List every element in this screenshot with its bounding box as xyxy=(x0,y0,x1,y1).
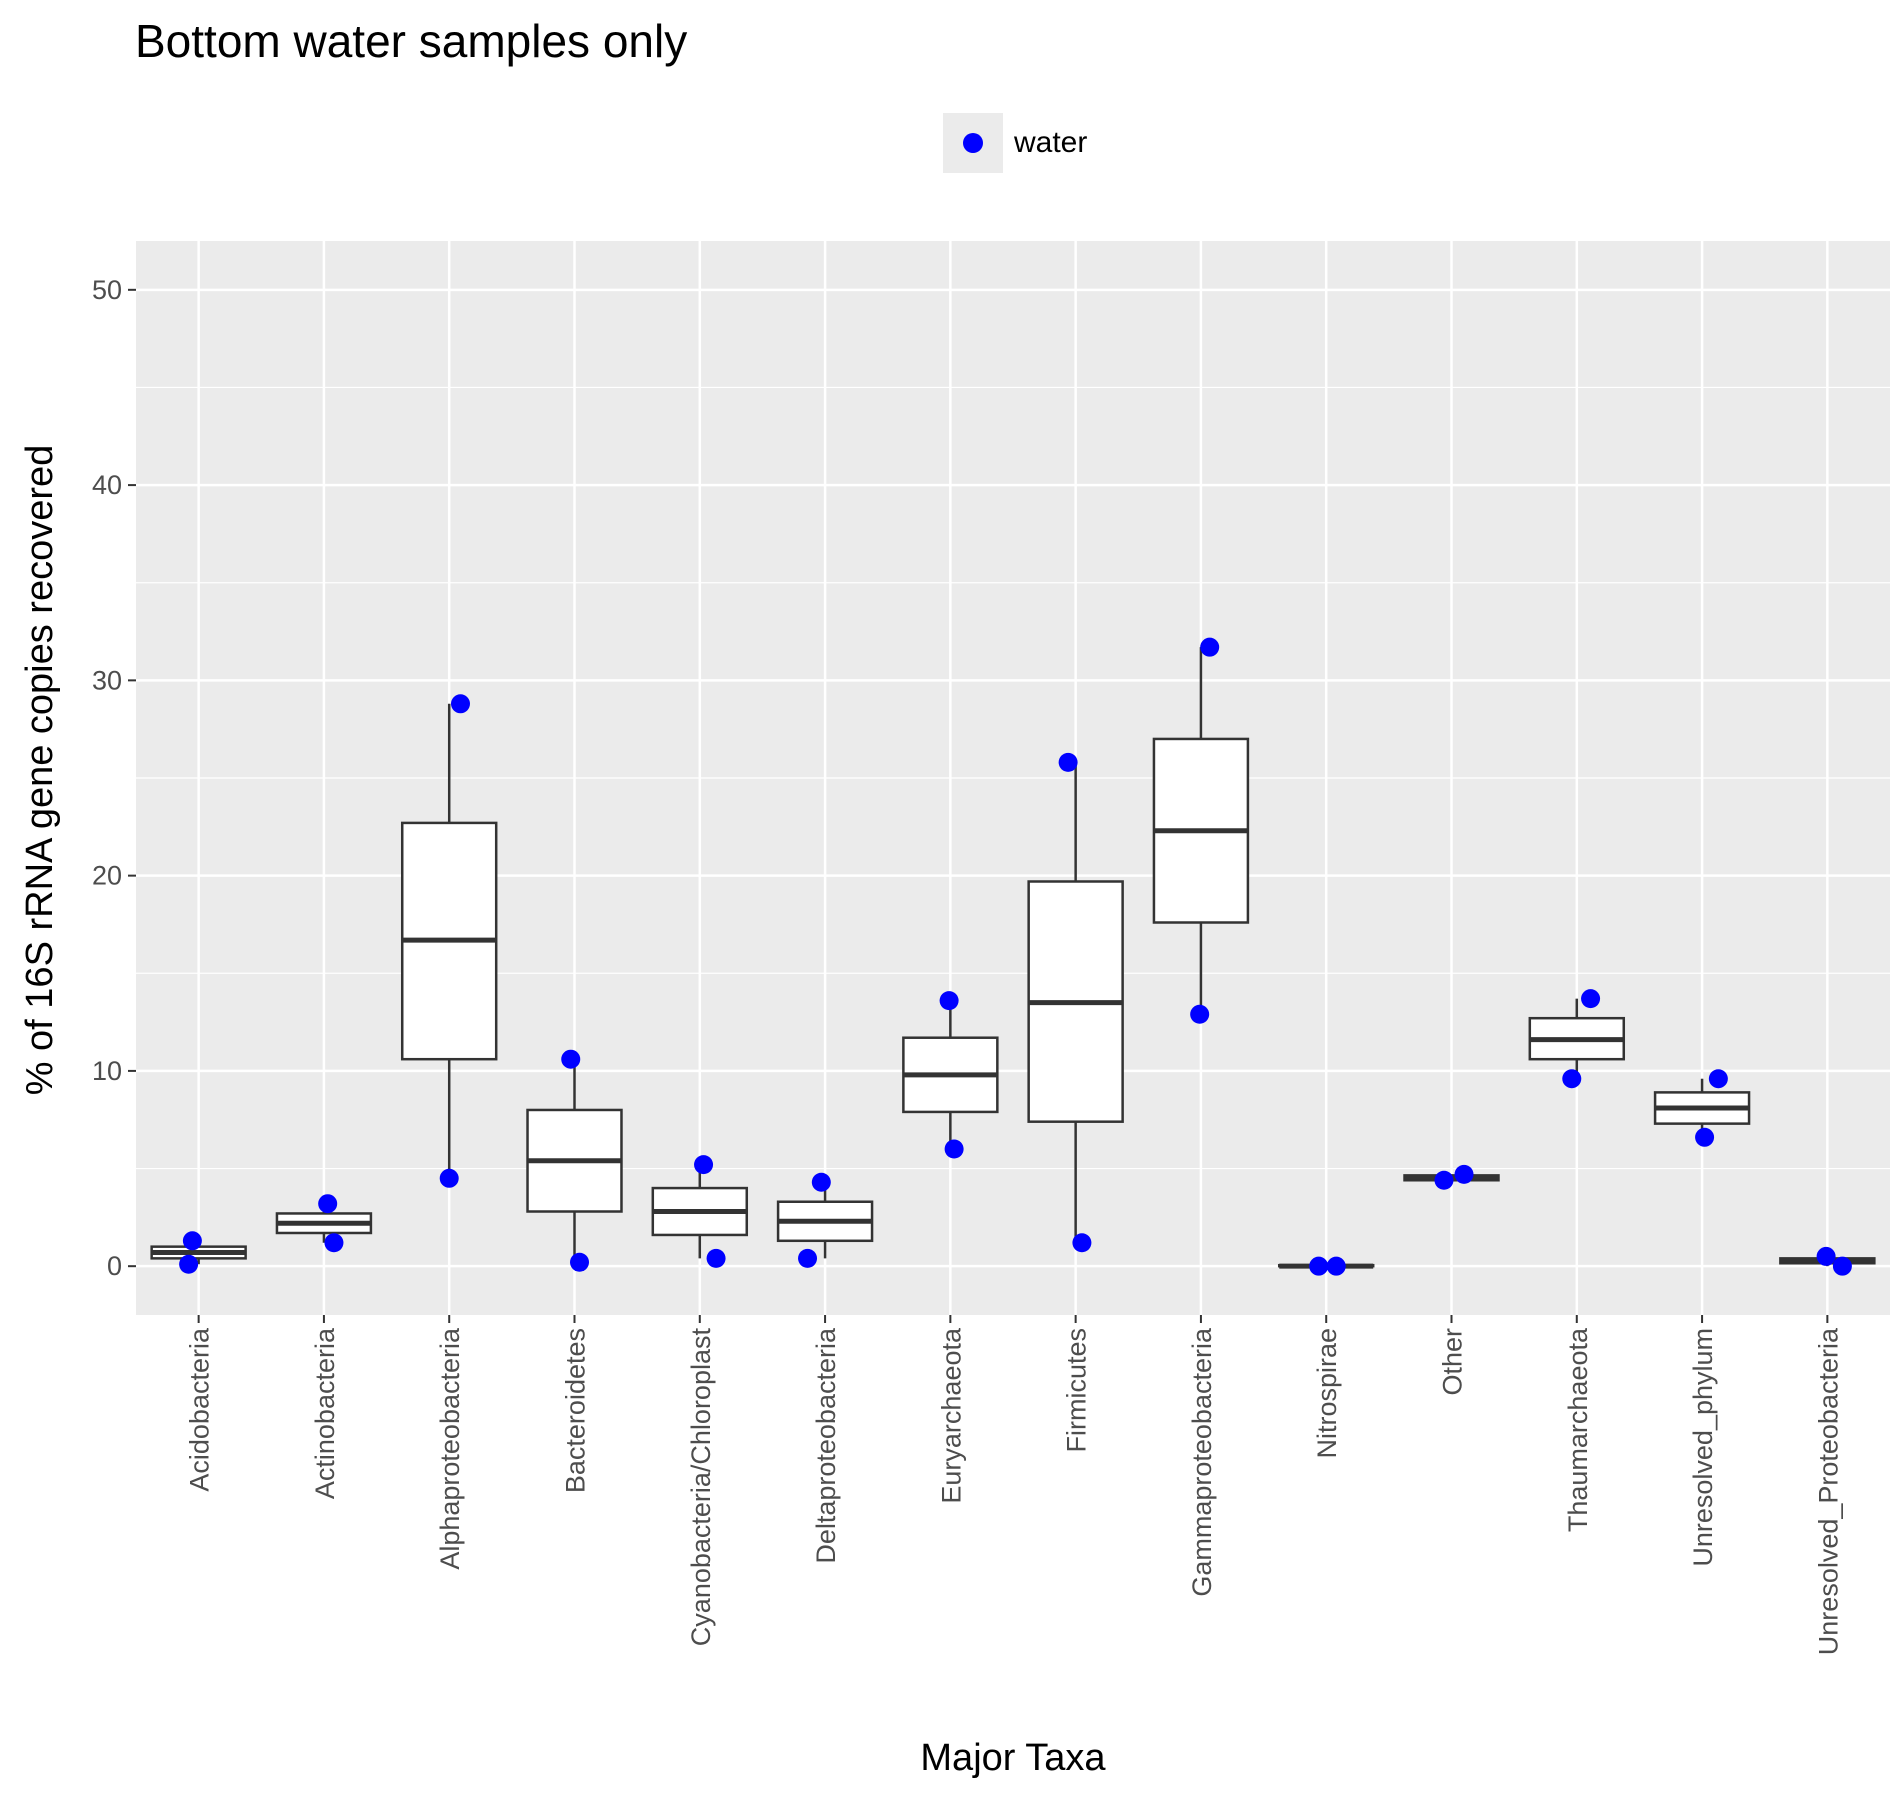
y-tick-label: 40 xyxy=(92,470,122,500)
x-tick-label: Nitrospirae xyxy=(1312,1328,1342,1459)
x-tick-label: Actinobacteria xyxy=(310,1327,340,1499)
data-point-water xyxy=(706,1248,726,1268)
x-tick-label: Unresolved_Proteobacteria xyxy=(1813,1327,1843,1655)
legend-point-icon xyxy=(963,133,983,153)
boxplot-Thaumarchaeota xyxy=(1528,998,1626,1079)
data-point-water xyxy=(1434,1170,1454,1190)
x-tick-label: Firmicutes xyxy=(1062,1328,1092,1453)
x-axis-label: Major Taxa xyxy=(920,1737,1106,1779)
data-point-water xyxy=(1072,1233,1092,1253)
chart-title: Bottom water samples only xyxy=(135,15,688,67)
legend-label-water: water xyxy=(1014,126,1088,159)
boxplot-Unresolved_phylum xyxy=(1653,1078,1751,1138)
data-point-water xyxy=(798,1248,818,1268)
boxplot-Bacteroidetes xyxy=(526,1059,623,1263)
data-point-water xyxy=(1816,1246,1836,1266)
boxplot-Firmicutes xyxy=(1027,762,1124,1243)
x-tick-label: Unresolved_phylum xyxy=(1688,1328,1718,1567)
y-tick-label: 10 xyxy=(92,1056,122,1086)
y-tick-label: 30 xyxy=(92,665,122,695)
data-point-water xyxy=(1190,1004,1210,1024)
x-tick-label: Alphaproteobacteria xyxy=(435,1327,465,1570)
x-tick-label: Bacteroidetes xyxy=(561,1328,591,1493)
x-tick-label: Thaumarchaeota xyxy=(1563,1327,1593,1532)
boxplot-Alphaproteobacteria xyxy=(400,703,498,1179)
data-point-water xyxy=(179,1254,199,1274)
data-point-water xyxy=(1708,1069,1728,1089)
data-point-water xyxy=(561,1049,581,1069)
x-tick-label: Gammaproteobacteria xyxy=(1187,1327,1217,1597)
x-tick-label: Deltaproteobacteria xyxy=(811,1327,841,1564)
data-point-water xyxy=(939,991,959,1011)
data-point-water xyxy=(450,694,470,714)
data-point-water xyxy=(944,1139,964,1159)
data-point-water xyxy=(1562,1069,1582,1089)
boxplot-Actinobacteria xyxy=(275,1203,373,1243)
data-point-water xyxy=(1058,752,1078,772)
data-point-water xyxy=(1200,637,1220,657)
data-point-water xyxy=(1326,1256,1346,1276)
y-tick-label: 0 xyxy=(107,1251,122,1281)
data-point-water xyxy=(1454,1164,1474,1184)
legend-key-water xyxy=(943,113,1003,173)
data-point-water xyxy=(318,1194,338,1214)
x-tick-label: Euryarchaeota xyxy=(936,1327,966,1504)
data-point-water xyxy=(324,1233,344,1253)
x-tick-label: Other xyxy=(1438,1328,1468,1396)
data-point-water xyxy=(182,1231,202,1251)
boxplot-Gammaproteobacteria xyxy=(1152,647,1250,1015)
data-point-water xyxy=(570,1252,590,1272)
data-point-water xyxy=(811,1172,831,1192)
boxplot-Cyanobacteria/Chloroplast xyxy=(651,1164,749,1259)
data-point-water xyxy=(1832,1256,1852,1276)
boxplot-Euryarchaeota xyxy=(902,1000,999,1150)
legend: water xyxy=(943,113,1087,173)
data-point-water xyxy=(1695,1127,1715,1147)
data-point-water xyxy=(694,1155,714,1175)
y-axis-label: % of 16S rRNA gene copies recovered xyxy=(19,445,61,1096)
x-tick-label: Acidobacteria xyxy=(185,1327,215,1492)
x-tick-label: Cyanobacteria/Chloroplast xyxy=(686,1328,716,1647)
data-point-water xyxy=(1581,989,1601,1009)
y-tick-label: 20 xyxy=(92,861,122,891)
data-point-water xyxy=(1309,1256,1329,1276)
boxplot-Deltaproteobacteria xyxy=(776,1182,874,1259)
y-tick-label: 50 xyxy=(92,275,122,305)
data-point-water xyxy=(439,1168,459,1188)
